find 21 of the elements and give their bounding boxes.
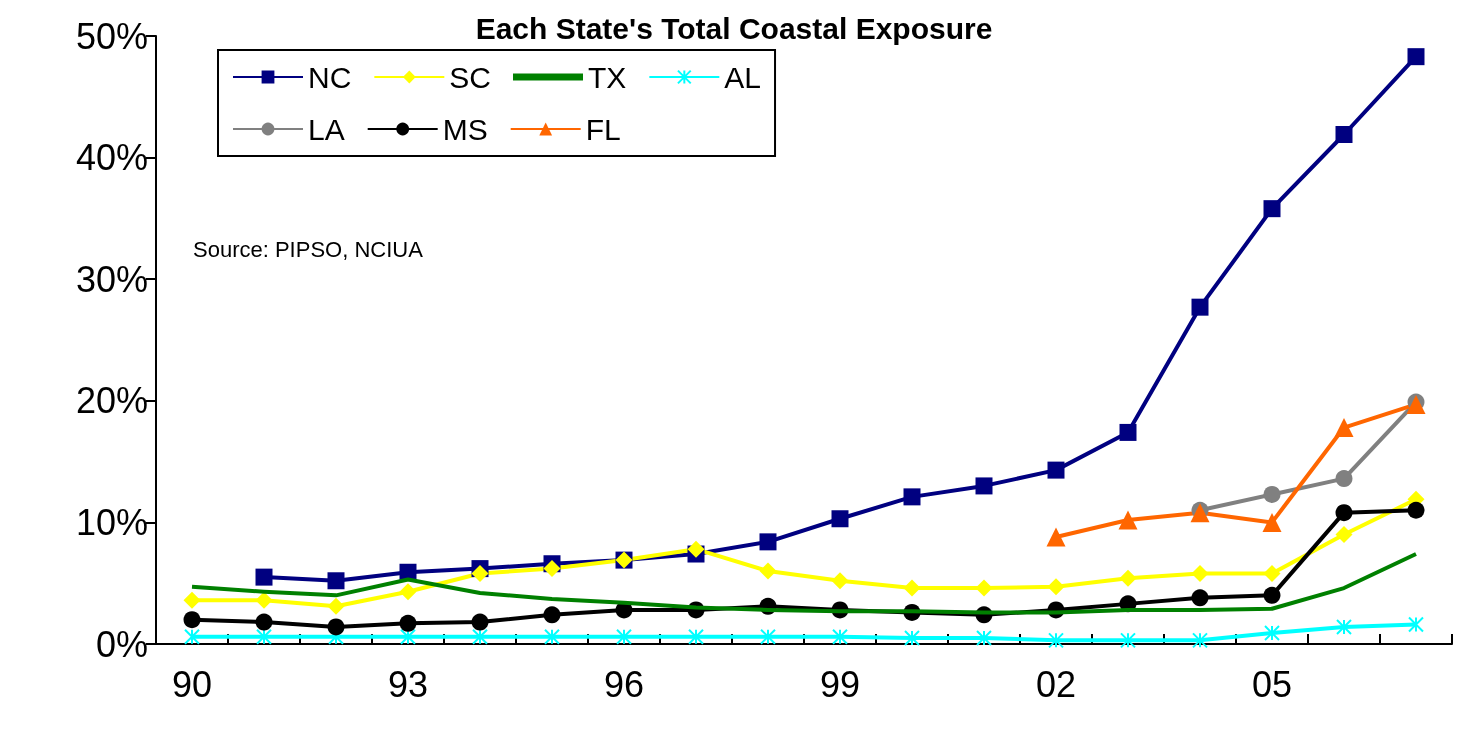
- y-tick-label: 20%: [75, 380, 148, 422]
- annotation: Source: PIPSO, NCIUA: [193, 236, 424, 262]
- legend-label: NC: [308, 60, 352, 94]
- y-tick-label: 30%: [75, 258, 148, 300]
- legend-label: LA: [308, 112, 345, 146]
- y-tick-label: 10%: [75, 501, 148, 543]
- legend-label: MS: [442, 112, 488, 146]
- legend-label: FL: [585, 112, 621, 146]
- chart-title: Each State's Total Coastal Exposure: [475, 11, 993, 45]
- y-tick-label: 40%: [75, 137, 148, 179]
- x-tick-label: 93: [387, 663, 429, 705]
- legend-label: TX: [588, 60, 627, 94]
- x-tick-label: 02: [1035, 663, 1077, 705]
- legend-label: AL: [724, 60, 762, 94]
- legend-label: SC: [449, 60, 492, 94]
- x-tick-label: 90: [171, 663, 213, 705]
- y-tick-label: 0%: [95, 623, 148, 665]
- x-tick-label: 96: [603, 663, 645, 705]
- x-tick-label: 99: [819, 663, 861, 705]
- x-tick-label: 05: [1251, 663, 1293, 705]
- y-tick-label: 50%: [75, 15, 148, 57]
